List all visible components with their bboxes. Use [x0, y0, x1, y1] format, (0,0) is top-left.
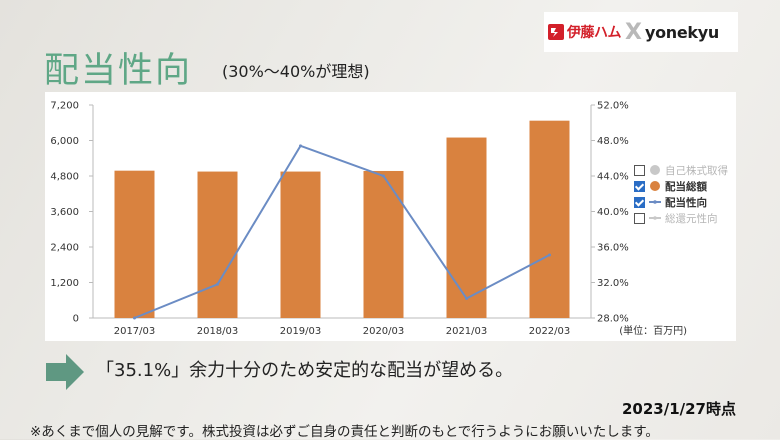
chart-panel: 0 1,200 2,400 3,600 4,800 6,000 7,200 28.0% 32.0… — [45, 92, 736, 341]
x-tick-label: 2018/03 — [197, 326, 239, 337]
legend-checkbox[interactable] — [634, 196, 645, 208]
x-tick-label: 2019/03 — [280, 326, 322, 337]
itoham-logo-icon — [548, 24, 564, 40]
bar-2021-03 — [446, 137, 487, 318]
left-tick-label: 0 — [73, 314, 79, 325]
payout-ratio-line — [134, 144, 550, 319]
bar-2022-03 — [529, 120, 570, 318]
x-tick-label: 2020/03 — [363, 326, 405, 337]
chart-legend: 自己株式取得 配当総額配当性向総還元性向 — [634, 162, 736, 226]
left-tick-label: 7,200 — [50, 101, 79, 112]
legend-item[interactable]: 配当性向 — [634, 194, 736, 210]
legend-item[interactable]: 自己株式取得 — [634, 162, 736, 178]
left-tick-label: 1,200 — [50, 278, 79, 289]
logo-itoham-text: 伊藤ハム — [567, 25, 622, 41]
right-tick-label: 28.0% — [597, 314, 629, 325]
left-tick-label: 3,600 — [50, 207, 79, 218]
right-tick-label: 52.0% — [597, 101, 629, 112]
bar-2020-03 — [363, 170, 404, 318]
legend-label: 総還元性向 — [665, 212, 718, 225]
legend-label: 自己株式取得 — [665, 164, 728, 177]
legend-line-icon — [649, 196, 661, 208]
right-tick-label: 48.0% — [597, 136, 629, 147]
left-tick-label: 4,800 — [50, 172, 79, 183]
as-of-date: 2023/1/27時点 — [621, 400, 736, 418]
page-subtitle: (30%〜40%が理想) — [222, 62, 370, 81]
legend-checkbox[interactable] — [634, 164, 645, 176]
arrow-right-icon — [46, 354, 84, 394]
legend-checkbox[interactable] — [634, 180, 645, 192]
unit-label: (単位：百万円) — [619, 324, 687, 337]
bar-2017-03 — [114, 170, 155, 318]
dividend-chart: 0 1,200 2,400 3,600 4,800 6,000 7,200 28.0% 32.0… — [50, 101, 687, 338]
disclaimer: ※あくまで個人の見解です。株式投資は必ずご自身の責任と判断のもとで行うようにお願… — [30, 424, 659, 440]
legend-label: 配当性向 — [665, 196, 707, 209]
legend-item[interactable]: 配当総額 — [634, 178, 736, 194]
payout-ratio-point — [299, 144, 302, 148]
payout-ratio-point — [465, 296, 468, 300]
x-tick-label: 2021/03 — [446, 326, 488, 337]
logo-yonekyu-text: yonekyu — [644, 22, 719, 42]
x-tick-label: 2017/03 — [114, 326, 156, 337]
payout-ratio-point — [382, 174, 385, 178]
bar-2018-03 — [197, 171, 238, 318]
payout-ratio-point — [216, 282, 219, 286]
page-title: 配当性向 — [44, 51, 193, 91]
right-tick-label: 44.0% — [597, 172, 629, 183]
legend-line-icon — [649, 212, 661, 224]
logo-separator: X — [625, 19, 642, 45]
payout-ratio-point — [548, 253, 551, 257]
legend-checkbox[interactable] — [634, 212, 645, 224]
payout-ratio-point — [133, 316, 136, 320]
legend-circle-icon — [649, 180, 661, 192]
legend-label: 配当総額 — [665, 180, 707, 193]
x-tick-label: 2022/03 — [529, 326, 571, 337]
bar-2019-03 — [280, 171, 321, 318]
left-tick-label: 2,400 — [50, 243, 79, 254]
right-tick-label: 40.0% — [597, 207, 629, 218]
logo: 伊藤ハム X yonekyu — [544, 12, 738, 52]
legend-circle-icon — [649, 164, 661, 176]
legend-item[interactable]: 総還元性向 — [634, 210, 736, 226]
left-tick-label: 6,000 — [50, 136, 79, 147]
right-tick-label: 36.0% — [597, 243, 629, 254]
summary-note: 「35.1%」余力十分のため安定的な配当が望める。 — [96, 360, 514, 381]
right-tick-label: 32.0% — [597, 278, 629, 289]
